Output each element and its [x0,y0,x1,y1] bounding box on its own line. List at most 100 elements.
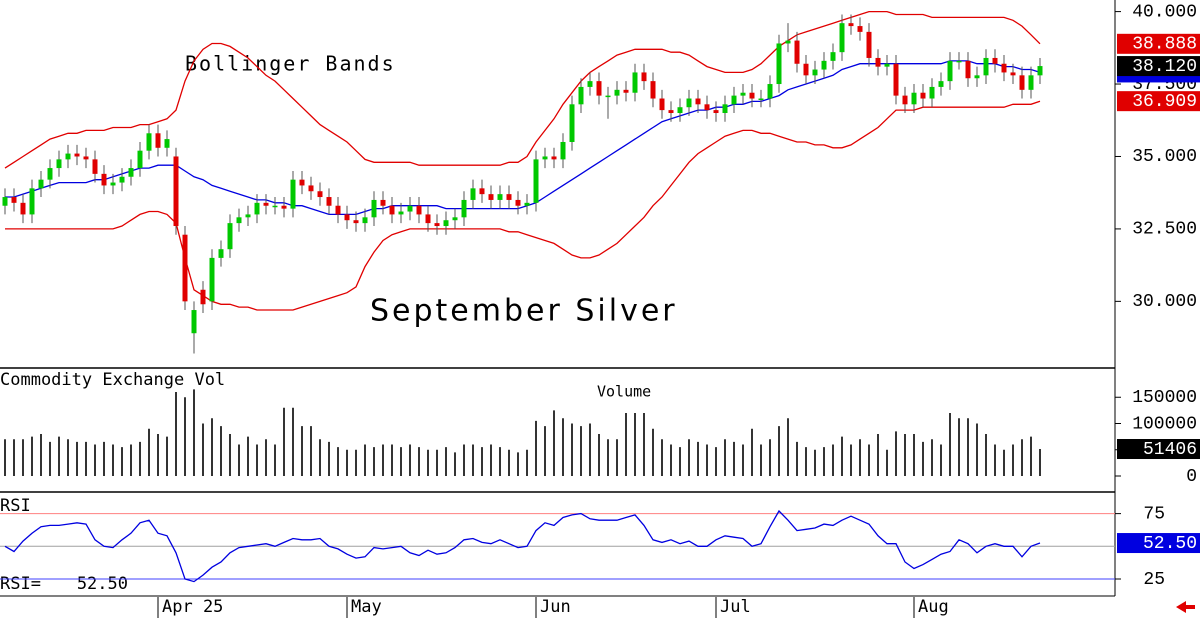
candle-body [578,86,584,105]
candle-body [29,188,35,215]
candle-body [569,104,575,142]
candle-body [794,40,800,64]
candle-body [128,168,134,177]
candle-body [965,60,971,79]
candle-body [938,81,944,87]
candle-body [155,133,161,148]
candle-body [218,249,224,258]
candle-body [11,197,17,203]
candle-body [533,159,539,203]
candle-body [524,202,530,206]
rsi-tick-label: 75 [1143,504,1165,524]
rsi-readout-value: 52.50 [77,574,128,594]
candle-body [290,179,296,209]
candle-body [398,211,404,215]
candle-body [56,159,62,169]
volume-tag [1117,439,1200,460]
candle-body [182,234,188,302]
candle-body [20,202,26,215]
candle-body [704,104,710,111]
candle-body [542,156,548,160]
candle-body [1019,75,1025,90]
candle-body [1037,66,1043,76]
candle-body [362,217,368,224]
candle-body [1028,75,1034,90]
candle-body [191,310,197,334]
candle-body [875,57,881,67]
candle-body [452,217,458,221]
volume-label: Volume [597,383,651,401]
candle-body [479,188,485,195]
rsi-readout: RSI= [0,574,41,594]
candle-body [74,153,80,157]
candle-body [614,89,620,96]
candle-body [470,188,476,200]
x-tick-label: Aug [918,597,949,617]
candle-body [119,176,125,183]
candle-body [344,214,350,221]
scroll-arrow[interactable] [1176,601,1195,613]
candle-body [857,26,863,32]
candle-body [317,191,323,198]
upper-tag [1117,33,1200,54]
candle-body [281,205,287,209]
candle-body [326,197,332,206]
candle-body [227,223,233,250]
candle-body [200,289,206,305]
bollinger-upper [4,10,1041,169]
candle-body [488,194,494,200]
candle-body [164,139,170,148]
candle-body [497,194,503,200]
candle-body [713,110,719,114]
candle-body [245,214,251,218]
candle-body [596,81,602,96]
candle-body [173,156,179,227]
x-tick-label: May [351,597,382,617]
candle-body [992,57,998,64]
x-tick-label: Jun [540,597,571,617]
candle-body [812,69,818,76]
candle-body [668,110,674,114]
candle-body [425,214,431,224]
candle-body [515,199,521,206]
candle-body [92,159,98,174]
close-tag-text: 38.120 [1132,57,1197,77]
rsi-tag-text: 52.50 [1143,534,1197,554]
upper-tag-text: 38.888 [1132,35,1197,55]
candle-body [902,95,908,105]
candle-body [731,95,737,105]
candle-body [551,156,557,160]
candle-body [803,63,809,76]
candle-body [785,40,791,44]
candle-body [776,43,782,85]
candle-body [605,95,611,98]
candle-body [974,75,980,79]
volume-tick-label: 100000 [1132,414,1197,434]
candle-body [740,92,746,96]
candle-body [380,199,386,206]
candle-body [587,81,593,87]
candle-body [893,63,899,96]
candle-body [866,31,872,58]
candle-body [101,173,107,186]
candle-body [677,107,683,114]
candle-body [146,133,152,151]
candle-body [47,168,53,180]
candle-body [389,205,395,215]
candle-body [749,92,755,99]
candle-body [443,220,449,227]
candle-body [947,60,953,82]
rsi-title: RSI [0,496,31,516]
volume-tick-label: 0 [1186,467,1197,487]
candle-body [110,182,116,186]
x-tick-label: Apr 25 [162,597,223,617]
y-tick-label: 40.000 [1132,2,1197,22]
candle-body [506,194,512,200]
candle-body [83,156,89,160]
candle-body [263,202,269,206]
bollinger-lower [5,100,1041,311]
candle-body [299,179,305,186]
rsi-line [4,509,1041,583]
candle-body [335,205,341,215]
candle-body [2,197,8,206]
